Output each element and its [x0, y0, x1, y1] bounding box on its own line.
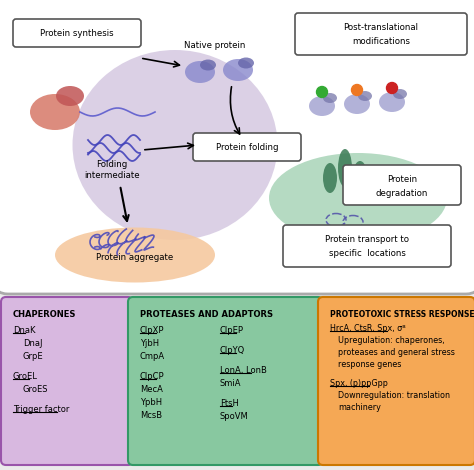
- Text: PROTEASES AND ADAPTORS: PROTEASES AND ADAPTORS: [140, 310, 273, 319]
- Text: proteases and general stress: proteases and general stress: [338, 348, 455, 357]
- Text: McsB: McsB: [140, 411, 162, 420]
- Text: Protein folding: Protein folding: [216, 142, 278, 151]
- FancyBboxPatch shape: [343, 165, 461, 205]
- Ellipse shape: [73, 50, 277, 240]
- Text: Post-translational: Post-translational: [344, 24, 419, 32]
- Text: Upregulation: chaperones,: Upregulation: chaperones,: [338, 336, 445, 345]
- Ellipse shape: [344, 94, 370, 114]
- FancyBboxPatch shape: [0, 0, 474, 294]
- Text: ClpYQ: ClpYQ: [220, 346, 245, 355]
- Ellipse shape: [200, 60, 216, 70]
- Ellipse shape: [30, 94, 80, 130]
- Ellipse shape: [393, 89, 407, 99]
- Ellipse shape: [223, 59, 253, 81]
- FancyBboxPatch shape: [128, 297, 323, 465]
- Text: ClpCP: ClpCP: [140, 372, 164, 381]
- Text: Protein: Protein: [387, 175, 417, 185]
- Text: SmiA: SmiA: [220, 379, 241, 388]
- Ellipse shape: [269, 153, 447, 243]
- Text: response genes: response genes: [338, 360, 401, 369]
- Circle shape: [386, 83, 398, 94]
- FancyBboxPatch shape: [1, 297, 133, 465]
- Text: degradation: degradation: [376, 188, 428, 197]
- Text: ClpEP: ClpEP: [220, 326, 244, 335]
- Circle shape: [317, 86, 328, 97]
- Text: modifications: modifications: [352, 38, 410, 47]
- Text: Spx, (p)ppGpp: Spx, (p)ppGpp: [330, 379, 388, 388]
- Ellipse shape: [353, 161, 367, 189]
- Text: HrcA, CtsR, Spx, σᴮ: HrcA, CtsR, Spx, σᴮ: [330, 324, 406, 333]
- Text: machinery: machinery: [338, 403, 381, 412]
- Ellipse shape: [238, 57, 254, 69]
- Text: DnaJ: DnaJ: [23, 339, 43, 348]
- FancyBboxPatch shape: [318, 297, 474, 465]
- FancyBboxPatch shape: [295, 13, 467, 55]
- Text: YjbH: YjbH: [140, 339, 159, 348]
- Ellipse shape: [55, 227, 215, 282]
- Text: FtsH: FtsH: [220, 399, 239, 408]
- Ellipse shape: [309, 96, 335, 116]
- Ellipse shape: [358, 91, 372, 101]
- Text: Folding
intermediate: Folding intermediate: [84, 160, 140, 180]
- Text: DnaK: DnaK: [13, 326, 36, 335]
- Text: GrpE: GrpE: [23, 352, 44, 361]
- Text: YpbH: YpbH: [140, 398, 162, 407]
- Text: specific  locations: specific locations: [328, 250, 405, 259]
- Text: GroEL: GroEL: [13, 372, 38, 381]
- Text: Native protein: Native protein: [184, 41, 246, 50]
- Text: Trigger factor: Trigger factor: [13, 405, 69, 414]
- Text: CHAPERONES: CHAPERONES: [13, 310, 76, 319]
- Ellipse shape: [323, 93, 337, 103]
- Text: Protein transport to: Protein transport to: [325, 235, 409, 244]
- Circle shape: [352, 85, 363, 95]
- Text: LonA, LonB: LonA, LonB: [220, 366, 267, 375]
- Ellipse shape: [338, 149, 352, 187]
- Text: CmpA: CmpA: [140, 352, 165, 361]
- Text: Protein synthesis: Protein synthesis: [40, 29, 114, 38]
- Ellipse shape: [323, 163, 337, 193]
- Text: PROTEOTOXIC STRESS RESPONSE: PROTEOTOXIC STRESS RESPONSE: [330, 310, 474, 319]
- Ellipse shape: [379, 92, 405, 112]
- Text: SpoVM: SpoVM: [220, 412, 249, 421]
- FancyBboxPatch shape: [283, 225, 451, 267]
- Text: Downregulation: translation: Downregulation: translation: [338, 391, 450, 400]
- Ellipse shape: [56, 86, 84, 106]
- Text: GroES: GroES: [23, 385, 48, 394]
- FancyBboxPatch shape: [193, 133, 301, 161]
- Text: MecA: MecA: [140, 385, 163, 394]
- FancyBboxPatch shape: [13, 19, 141, 47]
- Text: Protein aggregate: Protein aggregate: [96, 252, 173, 261]
- Text: ClpXP: ClpXP: [140, 326, 164, 335]
- Ellipse shape: [185, 61, 215, 83]
